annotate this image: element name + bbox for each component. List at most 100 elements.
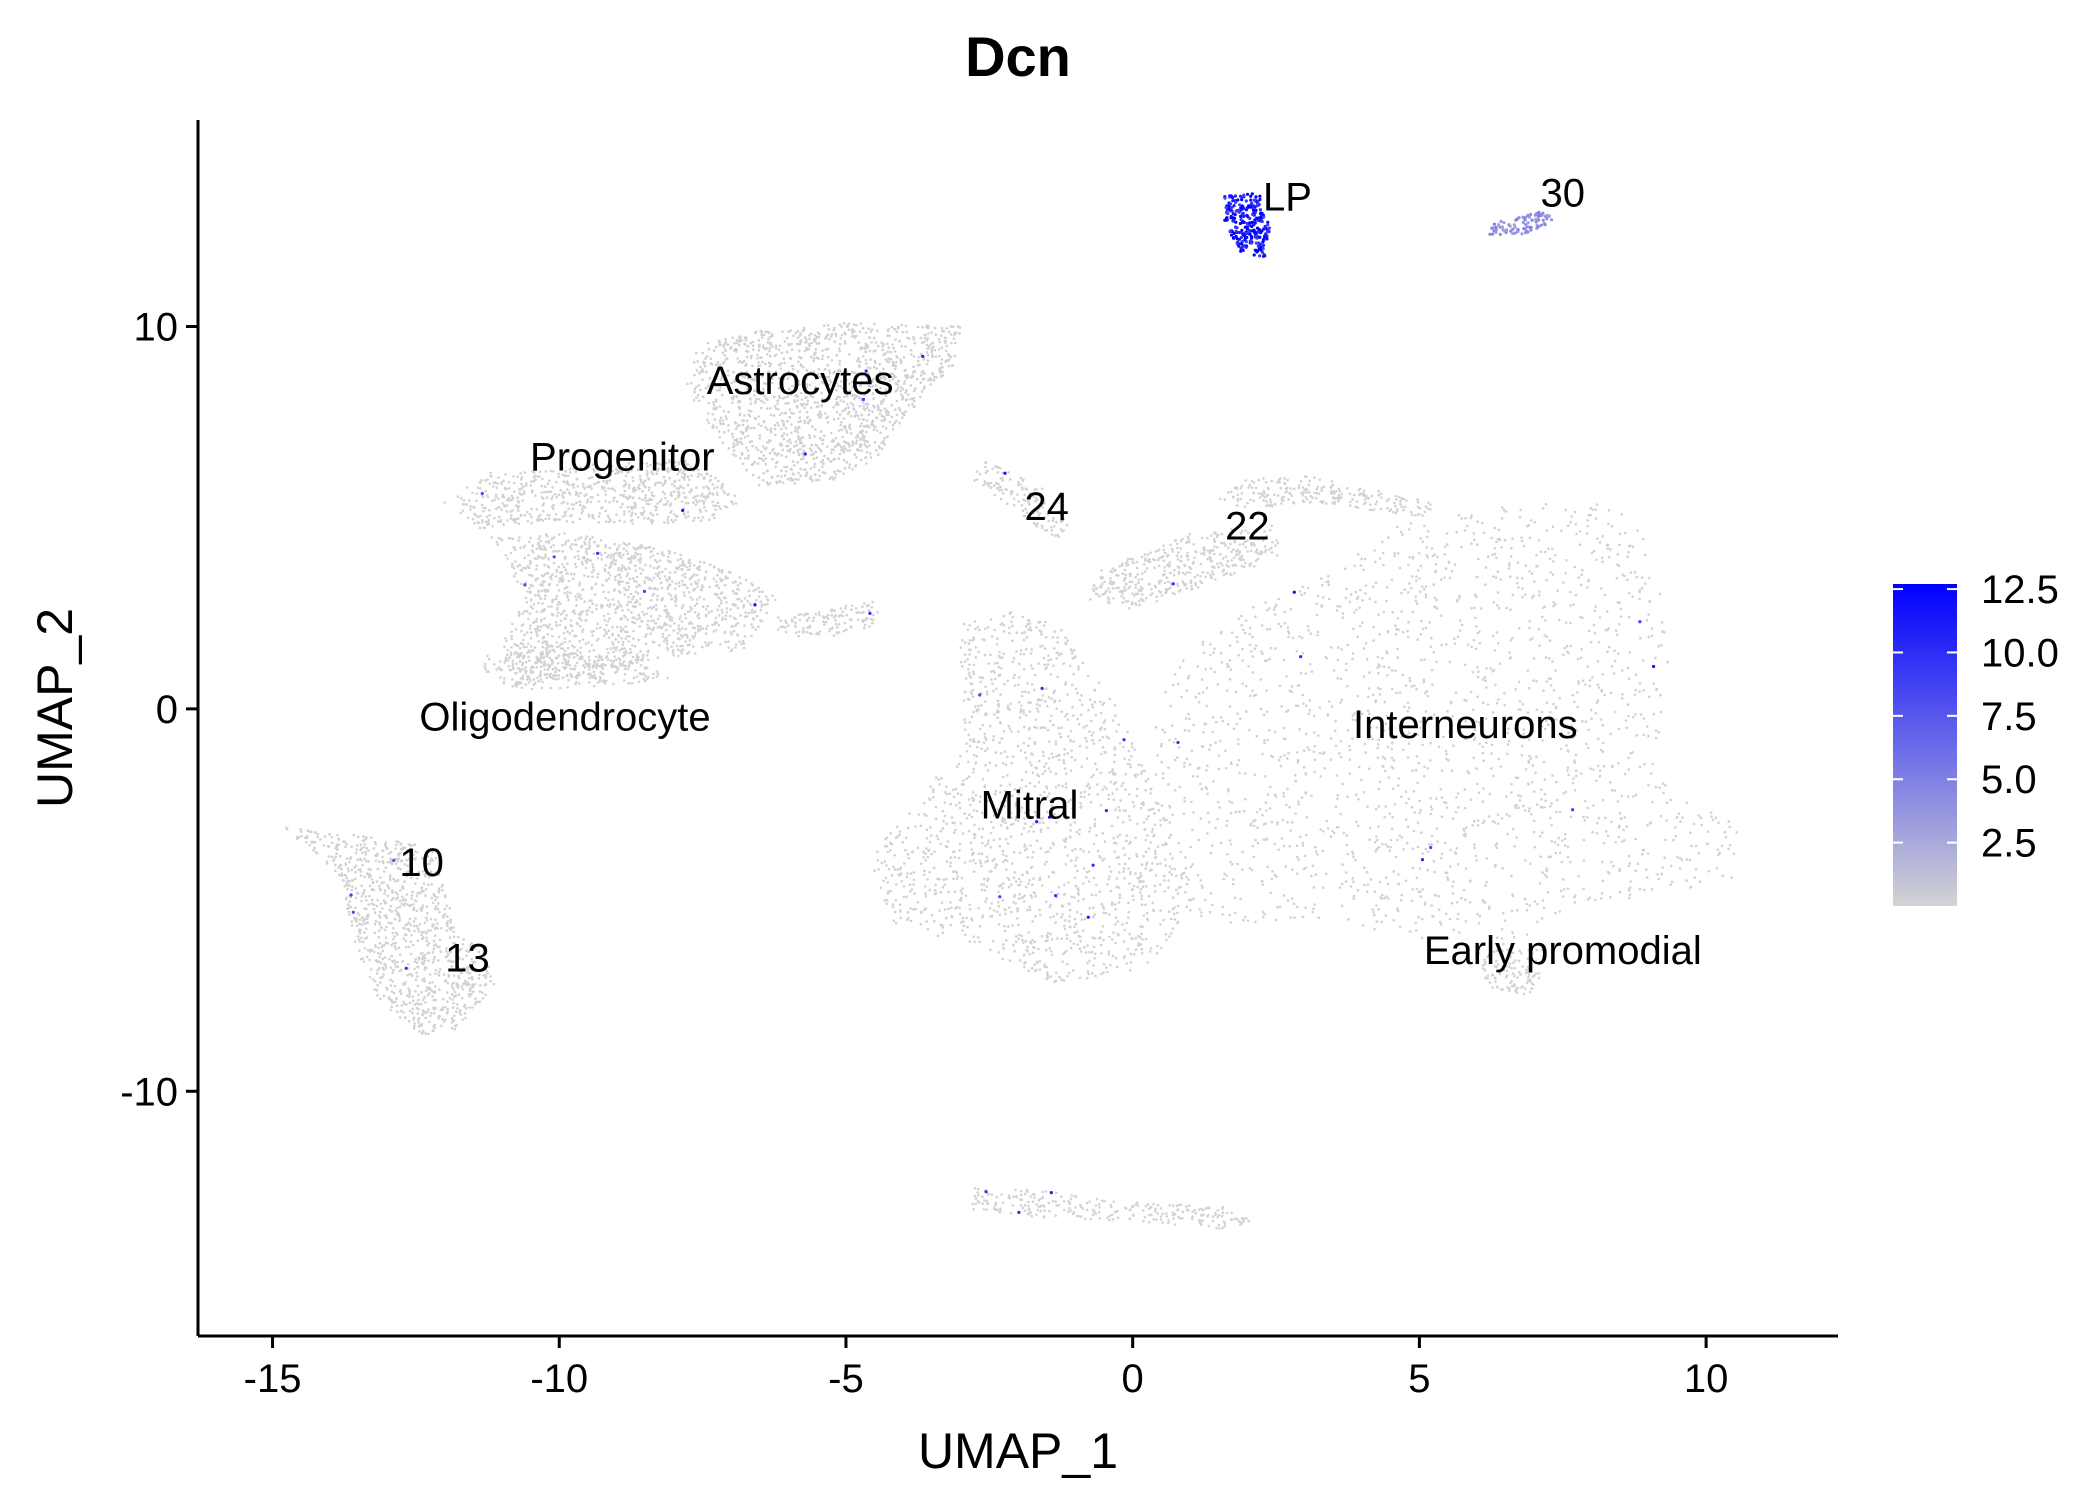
cell-point (1144, 838, 1148, 842)
cell-point (1055, 520, 1058, 524)
cell-point (677, 566, 680, 569)
cell-point (1268, 498, 1272, 501)
cell-point (634, 658, 638, 662)
cell-point (1169, 571, 1172, 575)
cell-point (721, 419, 725, 422)
cell-point (775, 460, 779, 464)
cell-point (1250, 479, 1254, 483)
cell-point (498, 660, 502, 663)
cell-point (757, 338, 761, 342)
cell-point (881, 425, 885, 428)
cell-point (899, 389, 902, 393)
cell-point (854, 464, 857, 468)
cell-point (509, 537, 512, 540)
cell-point (654, 586, 657, 590)
cell-point (707, 611, 711, 614)
cell-point (996, 486, 999, 490)
cell-point (541, 519, 545, 522)
cell-point (776, 474, 780, 478)
cell-point (676, 648, 680, 652)
cell-point (616, 666, 620, 670)
cell-point (603, 618, 606, 622)
cell-point (511, 662, 515, 666)
cell-point (746, 384, 750, 388)
cell-point (1393, 501, 1396, 505)
cell-point (851, 331, 854, 334)
cell-point (814, 450, 818, 454)
cell-point (461, 509, 465, 512)
cell-point (543, 673, 547, 676)
cell-point (607, 651, 610, 655)
cell-point (611, 598, 614, 601)
cell-point (743, 615, 747, 618)
cell-point (622, 553, 625, 557)
cell-point (600, 655, 603, 659)
cell-point (732, 395, 736, 398)
cell-point (1057, 535, 1060, 538)
cell-point (1184, 573, 1187, 576)
cell-point (594, 583, 597, 586)
cell-point (812, 465, 816, 469)
cell-point (555, 570, 559, 574)
cell-point (1318, 478, 1321, 482)
cell-point (570, 503, 574, 506)
cell-point (999, 477, 1003, 480)
cell-point (588, 537, 592, 541)
cell-point (713, 565, 716, 568)
cell-point (694, 351, 698, 355)
cell-point (551, 635, 554, 638)
cell-point (794, 621, 797, 625)
cell-point (912, 335, 915, 339)
cell-point (592, 675, 595, 679)
cell-point (740, 372, 744, 375)
cell-point (945, 822, 948, 826)
cell-point (885, 902, 888, 905)
cell-point (743, 597, 747, 600)
cell-point (939, 842, 942, 845)
cell-point (574, 490, 578, 494)
cell-point (735, 339, 739, 342)
cell-point (639, 558, 642, 561)
cell-point (1033, 940, 1037, 944)
cell-point (577, 495, 580, 498)
cell-point (1214, 578, 1217, 581)
cell-point (791, 367, 795, 371)
cell-point (478, 526, 482, 530)
cell-point (513, 642, 516, 646)
cell-point (844, 607, 847, 610)
cell-point (1050, 533, 1054, 536)
cell-point (676, 490, 680, 494)
cell-point (1037, 507, 1041, 510)
cell-point (878, 446, 881, 450)
cell-point (885, 383, 888, 387)
cell-point (734, 646, 737, 649)
cell-point (530, 480, 533, 483)
cell-point (517, 610, 521, 614)
cell-point (552, 544, 555, 547)
cell-point (944, 349, 948, 353)
cell-point (494, 481, 497, 485)
cell-point (487, 670, 490, 673)
cell-point (758, 456, 761, 460)
cell-point (815, 478, 818, 482)
cell-point (1059, 527, 1063, 531)
cell-point (644, 679, 647, 683)
cell-point (583, 494, 586, 498)
cell-point (849, 401, 853, 405)
cell-point (799, 391, 803, 395)
cell-point (760, 336, 764, 339)
cell-point (757, 483, 761, 487)
cell-point (587, 641, 590, 644)
cell-point (803, 421, 806, 425)
cell-point (1039, 913, 1042, 917)
cell-point (941, 931, 944, 934)
cell-point (1175, 874, 1178, 878)
cell-point (761, 459, 765, 463)
cell-point (689, 606, 692, 609)
cell-point (696, 624, 700, 628)
cell-point (553, 493, 557, 496)
cell-point (894, 922, 898, 925)
cell-point (896, 868, 899, 871)
cell-point (786, 444, 790, 448)
cell-point (643, 613, 646, 617)
